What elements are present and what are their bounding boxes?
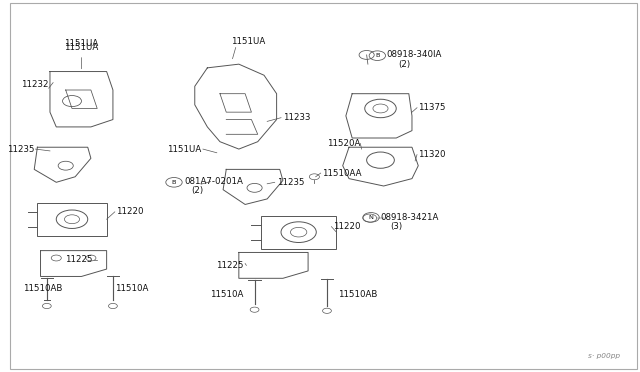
Text: 081A7-0201A: 081A7-0201A [184, 177, 243, 186]
Text: B: B [172, 180, 176, 185]
Text: 11320: 11320 [419, 150, 446, 159]
Text: N: N [369, 215, 374, 220]
Text: B: B [375, 53, 380, 58]
Text: (3): (3) [390, 222, 402, 231]
Text: 11220: 11220 [333, 222, 360, 231]
Text: (2): (2) [398, 60, 410, 69]
Text: 08918-3421A: 08918-3421A [381, 213, 439, 222]
Text: 11220: 11220 [116, 207, 143, 217]
Text: 11233: 11233 [283, 113, 310, 122]
Text: s· p00pp: s· p00pp [588, 353, 620, 359]
Bar [261, 215, 337, 249]
Text: 11225: 11225 [216, 261, 244, 270]
Text: 11225: 11225 [65, 255, 93, 264]
Text: 08918-340IA: 08918-340IA [387, 51, 442, 60]
Text: 11510AA: 11510AA [322, 169, 362, 177]
Text: 11235: 11235 [7, 145, 34, 154]
Text: 1151UA: 1151UA [167, 145, 201, 154]
Text: 11510AB: 11510AB [339, 291, 378, 299]
Text: 11510AB: 11510AB [23, 284, 62, 293]
Text: 11375: 11375 [419, 103, 446, 112]
Text: 1151UA: 1151UA [65, 43, 99, 69]
Text: 1151UA: 1151UA [231, 38, 266, 46]
Text: 11520A: 11520A [327, 139, 360, 148]
Text: 11235: 11235 [276, 178, 304, 187]
Text: 11510A: 11510A [210, 291, 243, 299]
Text: 11232: 11232 [21, 80, 49, 89]
Text: (2): (2) [191, 186, 204, 195]
Text: 11510A: 11510A [115, 284, 148, 293]
Text: 1151UA: 1151UA [65, 39, 99, 48]
Bar [37, 203, 107, 236]
